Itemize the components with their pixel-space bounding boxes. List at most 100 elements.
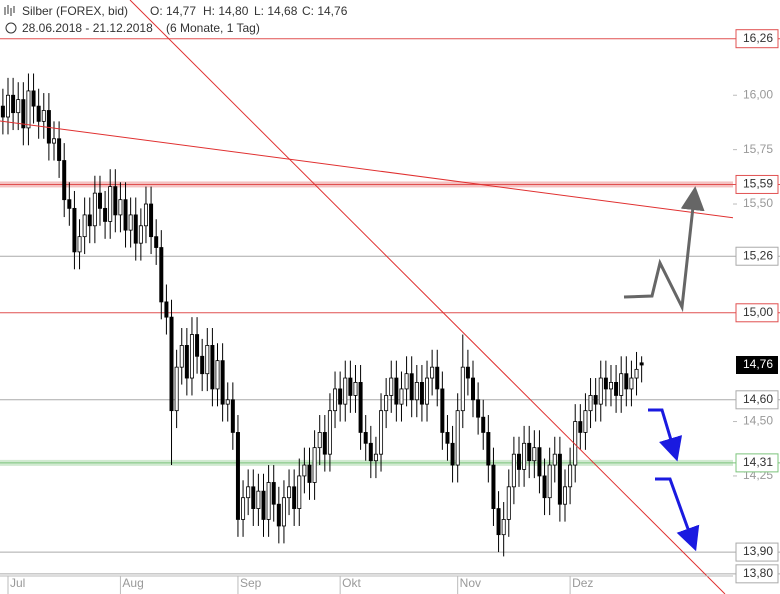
candle-body (486, 432, 491, 466)
level-box (735, 174, 779, 194)
candle-body (159, 247, 164, 303)
candle-body (36, 105, 41, 122)
candle-body (517, 453, 522, 470)
candle-body (103, 207, 108, 222)
candle-body (322, 432, 327, 455)
candle-body (481, 416, 486, 433)
candle-body (389, 377, 394, 396)
candle-body (455, 410, 460, 466)
candle-body (399, 388, 404, 405)
candle-body (394, 377, 399, 405)
candle-body (281, 497, 286, 527)
candle-body (460, 366, 465, 412)
y-tick-label: 15,50 (743, 196, 773, 210)
trend-line (129, 0, 726, 594)
candle-body (353, 381, 358, 396)
candle-body (537, 447, 542, 477)
candle-body (358, 381, 363, 433)
candle-body (205, 345, 210, 375)
candle-body (312, 447, 317, 483)
level-box (735, 29, 779, 49)
candle-body (195, 334, 200, 357)
period: (6 Monate, 1 Tag) (166, 21, 260, 35)
candle-body (588, 395, 593, 412)
candle-body (450, 442, 455, 466)
level-label: 15,26 (743, 248, 773, 262)
level-label: 16,26 (743, 31, 773, 45)
level-box (735, 390, 779, 410)
candle-body (0, 105, 5, 118)
candle-body (149, 203, 154, 238)
y-tick-label: 14,50 (743, 414, 773, 428)
x-tick-label: Nov (460, 576, 481, 590)
candle-body (128, 214, 133, 231)
candle-body (266, 482, 271, 520)
candle-body (511, 453, 516, 488)
last-price-box (736, 355, 778, 374)
candle-body (62, 160, 67, 201)
level-label: 13,90 (743, 544, 773, 558)
candle-body (348, 377, 353, 396)
candle-body (404, 373, 409, 390)
candle-body (16, 99, 21, 114)
candle-body (46, 110, 51, 144)
candle-body (292, 486, 297, 509)
candle-body (639, 362, 644, 366)
candle-body (26, 90, 31, 129)
candle-body (634, 368, 639, 379)
candle-body (256, 490, 261, 509)
candle-body (179, 345, 184, 368)
candle-body (82, 214, 87, 238)
candle-body (261, 490, 266, 520)
candle-body (184, 345, 189, 379)
candle-body (440, 388, 445, 433)
candle-body (200, 355, 205, 375)
candle-body (143, 203, 148, 227)
candle-body (174, 366, 179, 412)
candle-body (123, 199, 128, 231)
candle-body (542, 475, 547, 499)
candle-body (608, 381, 613, 390)
candle-body (435, 366, 440, 390)
y-tick-label: 15,75 (743, 142, 773, 156)
candle-body (465, 366, 470, 379)
candle-body (225, 399, 230, 405)
candle-body (629, 377, 634, 390)
up-arrow (623, 186, 705, 313)
candle-body (593, 395, 598, 405)
level-label: 14,60 (743, 392, 773, 406)
level-label: 13,80 (743, 566, 773, 580)
clock-icon (5, 22, 17, 34)
candle-body (506, 486, 511, 520)
down-arrow (655, 477, 700, 552)
candle-body (317, 432, 322, 449)
candle-body (87, 214, 92, 227)
candle-body (235, 432, 240, 520)
candle-body (568, 464, 573, 488)
candle-body (338, 388, 343, 405)
candle-body (297, 475, 302, 509)
candle-body (215, 360, 220, 390)
candle-body (425, 377, 430, 405)
candle-body (251, 486, 256, 509)
candle-body (154, 236, 159, 248)
candle-body (41, 110, 46, 122)
header: Silber (FOREX, bid) O: 14,77 H: 14,80 L:… (4, 4, 348, 35)
ohlc-close: C: 14,76 (302, 4, 348, 18)
candle-body (368, 442, 373, 462)
candle-body (624, 373, 629, 390)
candle-body (445, 432, 450, 444)
candle-body (552, 453, 557, 466)
trend-line (0, 120, 733, 219)
candle-body (57, 138, 62, 161)
level-label: 14,31 (743, 455, 773, 469)
candle-body (619, 373, 624, 396)
candle-body (210, 345, 215, 390)
candle-body (532, 447, 537, 462)
candle-body (72, 207, 77, 253)
candle-body (67, 199, 72, 209)
candle-body (307, 464, 312, 483)
candle-body (6, 94, 11, 118)
candle-body (302, 464, 307, 477)
